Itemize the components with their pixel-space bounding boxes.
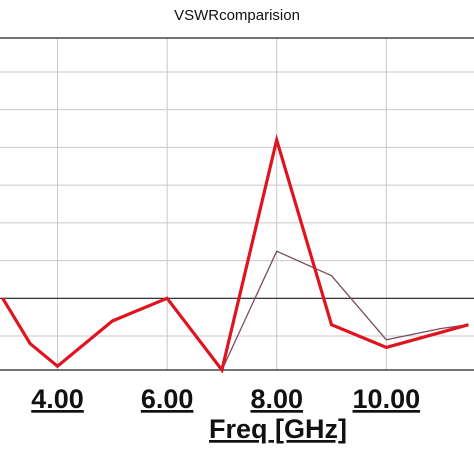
x-tick-label-4: 10.00 bbox=[353, 384, 421, 414]
x-tick-label-3: 8.00 bbox=[250, 384, 303, 414]
x-tick-label-2: 6.00 bbox=[141, 384, 194, 414]
x-tick-label-1: 4.00 bbox=[31, 384, 84, 414]
series-2-line bbox=[221, 250, 469, 371]
x-tick-labels: 4.00 6.00 8.00 10.00 bbox=[31, 384, 420, 414]
x-axis-label: Freq [GHz] bbox=[209, 414, 347, 444]
plot-background bbox=[0, 38, 474, 370]
chart-title: VSWRcomparision bbox=[174, 7, 300, 24]
plot-area bbox=[0, 37, 474, 374]
series-1-line bbox=[1, 133, 469, 374]
